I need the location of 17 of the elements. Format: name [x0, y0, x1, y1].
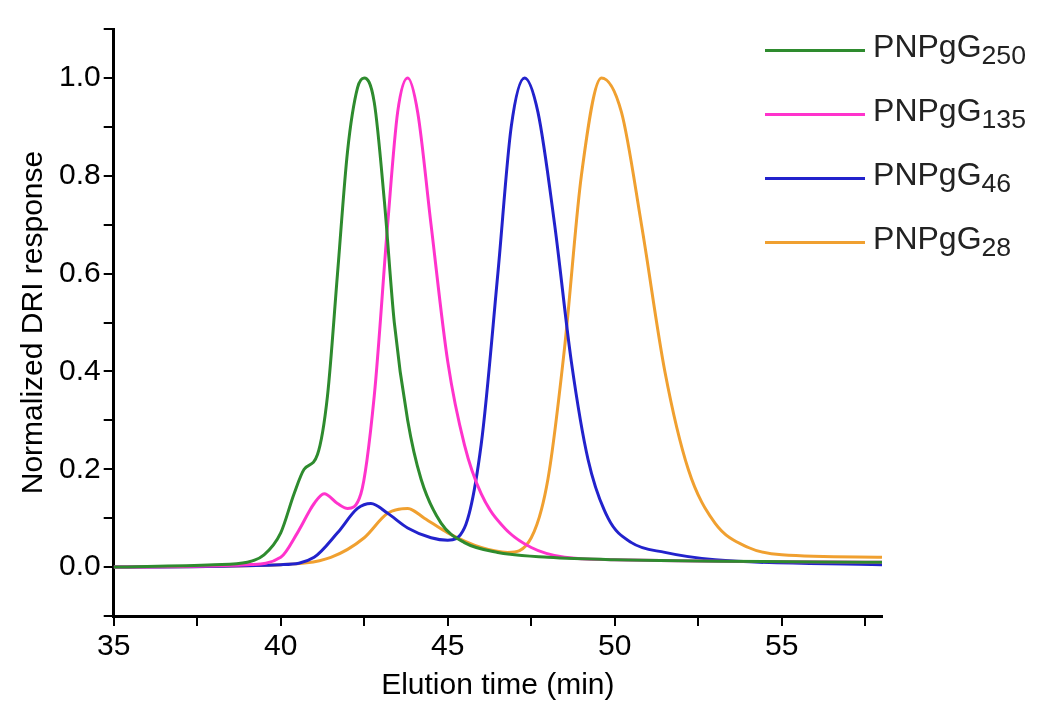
- x-tick-label: 45: [431, 628, 465, 662]
- x-tick-label: 35: [97, 628, 131, 662]
- x-tick-label: 40: [264, 628, 298, 662]
- legend-label: PNPgG$_{46}$: [873, 156, 1012, 200]
- text: 1.0: [58, 59, 101, 93]
- x-tick-label: 55: [765, 628, 799, 662]
- y-tick-label: 0.4: [58, 352, 101, 386]
- x-tick-label: 50: [598, 628, 632, 662]
- legend-label: PNPgG$_{250}$: [873, 28, 1026, 72]
- legend-label: PNPgG$_{28}$: [873, 220, 1012, 264]
- y-tick-label: 0.8: [58, 157, 101, 191]
- y-tick-label: 0.2: [58, 450, 101, 484]
- y-axis-title: Normalized DRI response: [15, 150, 49, 495]
- text: 0.0: [58, 548, 101, 582]
- legend-label: PNPgG$_{135}$: [873, 92, 1026, 136]
- y-tick-label: 0.6: [58, 254, 101, 288]
- x-axis-title: Elution time (min): [381, 667, 615, 701]
